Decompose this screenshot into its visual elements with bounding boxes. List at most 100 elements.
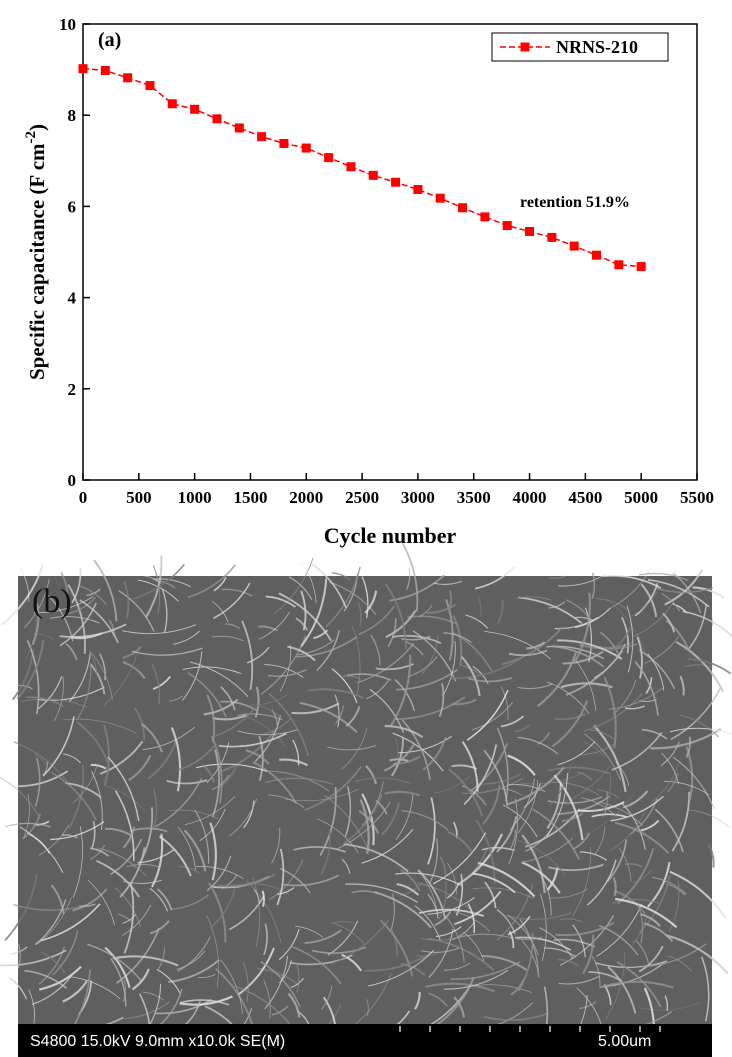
fiber bbox=[557, 795, 611, 815]
fiber bbox=[573, 592, 591, 663]
fiber bbox=[0, 777, 40, 817]
fiber bbox=[383, 744, 415, 772]
fiber bbox=[554, 713, 587, 721]
fiber bbox=[667, 955, 692, 972]
fiber bbox=[177, 743, 217, 772]
fiber bbox=[549, 764, 572, 806]
fiber bbox=[213, 576, 227, 592]
y-tick-label: 0 bbox=[68, 471, 77, 490]
fiber bbox=[13, 741, 72, 787]
data-point bbox=[145, 81, 155, 91]
fiber bbox=[434, 910, 452, 927]
fiber bbox=[573, 616, 594, 621]
fiber bbox=[454, 890, 502, 926]
fiber bbox=[329, 581, 377, 616]
fiber bbox=[300, 578, 328, 647]
fiber bbox=[90, 763, 107, 770]
fiber bbox=[514, 724, 530, 733]
fiber bbox=[463, 931, 485, 962]
fiber bbox=[118, 590, 155, 632]
fiber bbox=[496, 727, 509, 802]
fiber bbox=[246, 880, 282, 944]
fiber bbox=[461, 784, 487, 806]
fiber bbox=[518, 596, 583, 624]
fiber bbox=[237, 947, 275, 996]
fiber bbox=[450, 961, 521, 980]
fiber bbox=[508, 649, 548, 657]
fiber bbox=[260, 717, 292, 736]
fiber bbox=[661, 752, 679, 785]
fiber bbox=[28, 989, 35, 1024]
fiber bbox=[250, 694, 287, 706]
x-tick-label: 500 bbox=[126, 488, 152, 507]
fiber bbox=[496, 816, 518, 853]
fiber bbox=[26, 696, 64, 707]
y-tick-label: 8 bbox=[68, 106, 77, 125]
data-point bbox=[480, 212, 490, 222]
fiber bbox=[416, 953, 438, 957]
fiber bbox=[158, 835, 192, 877]
fiber bbox=[483, 749, 509, 806]
fiber bbox=[546, 773, 568, 837]
fiber bbox=[243, 800, 255, 829]
fiber bbox=[307, 688, 364, 699]
fiber bbox=[580, 797, 617, 818]
fiber bbox=[152, 788, 158, 830]
fiber bbox=[361, 829, 414, 864]
fiber bbox=[62, 718, 137, 734]
fiber bbox=[357, 605, 396, 636]
fiber bbox=[450, 656, 523, 680]
fiber bbox=[438, 683, 445, 718]
fiber bbox=[271, 827, 281, 864]
fiber bbox=[638, 572, 689, 582]
fiber bbox=[258, 611, 290, 640]
fiber bbox=[521, 834, 546, 894]
fiber bbox=[90, 654, 98, 675]
fiber bbox=[429, 838, 439, 884]
fiber bbox=[114, 790, 135, 862]
fiber bbox=[89, 663, 106, 695]
fiber bbox=[548, 575, 566, 580]
fiber bbox=[647, 653, 665, 691]
sem-texture bbox=[0, 542, 732, 1057]
fiber bbox=[206, 855, 232, 892]
fiber bbox=[218, 732, 287, 748]
fiber bbox=[446, 883, 460, 899]
fiber bbox=[517, 780, 539, 834]
fiber bbox=[287, 645, 316, 662]
fiber bbox=[17, 684, 33, 690]
fiber bbox=[472, 887, 535, 900]
fiber bbox=[168, 809, 219, 820]
fiber bbox=[157, 947, 166, 970]
x-tick-label: 3500 bbox=[457, 488, 491, 507]
fiber bbox=[515, 596, 552, 601]
fiber bbox=[99, 653, 106, 681]
fiber bbox=[170, 727, 182, 792]
fiber bbox=[184, 796, 236, 825]
fiber bbox=[276, 848, 285, 906]
fiber bbox=[661, 593, 681, 612]
fiber bbox=[656, 587, 713, 594]
fiber bbox=[292, 739, 300, 766]
fiber bbox=[447, 862, 457, 895]
fiber bbox=[122, 979, 127, 1003]
fiber bbox=[87, 943, 143, 983]
fiber bbox=[448, 768, 484, 817]
fiber bbox=[640, 819, 660, 832]
fiber bbox=[220, 730, 276, 773]
fiber bbox=[283, 874, 340, 887]
fiber bbox=[575, 607, 612, 629]
fiber bbox=[106, 785, 146, 812]
fiber bbox=[669, 727, 732, 735]
fiber bbox=[91, 770, 103, 831]
fiber bbox=[203, 765, 215, 783]
fiber bbox=[31, 603, 40, 646]
x-tick-label: 2500 bbox=[345, 488, 379, 507]
fiber bbox=[467, 676, 513, 683]
fiber bbox=[583, 791, 636, 836]
fiber bbox=[53, 676, 64, 722]
x-tick-label: 3000 bbox=[401, 488, 435, 507]
fiber bbox=[79, 903, 96, 907]
fiber bbox=[442, 641, 456, 697]
fiber bbox=[290, 977, 304, 988]
